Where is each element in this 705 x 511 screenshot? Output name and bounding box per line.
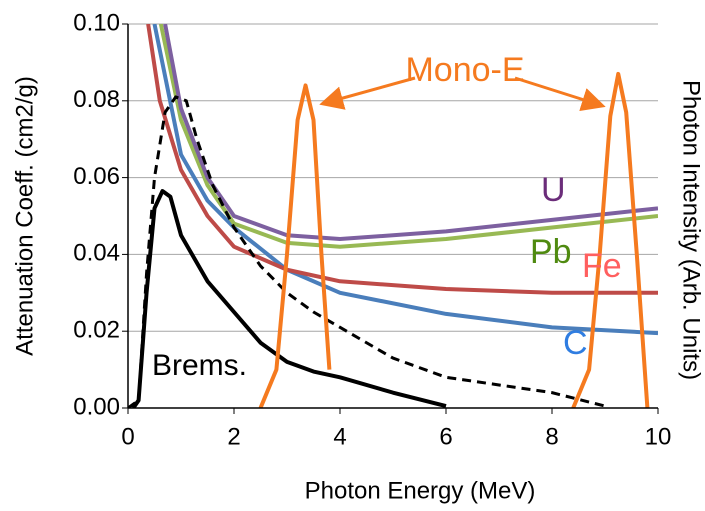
y-tick-label: 0.10 bbox=[73, 9, 120, 36]
y-axis-label: Attenuation Coeff. (cm2/g) bbox=[11, 76, 38, 356]
series-line bbox=[258, 71, 650, 408]
series-line bbox=[146, 24, 658, 295]
y-tick-label: 0.04 bbox=[73, 240, 120, 267]
x-tick-label: 2 bbox=[227, 423, 240, 450]
series-line bbox=[131, 189, 447, 408]
x-tick-label: 8 bbox=[545, 423, 558, 450]
y2-axis-label: Photon Intensity (Arb. Units) bbox=[678, 80, 705, 380]
x-axis-label: Photon Energy (MeV) bbox=[305, 477, 536, 504]
series-label: Brems. bbox=[152, 349, 247, 382]
y-tick-label: 0.00 bbox=[73, 393, 120, 420]
series-label: C bbox=[563, 324, 588, 362]
x-tick-label: 10 bbox=[645, 423, 672, 450]
y-tick-label: 0.02 bbox=[73, 317, 120, 344]
y-tick-label: 0.06 bbox=[73, 163, 120, 190]
y-tick-label: 0.08 bbox=[73, 86, 120, 113]
series-label: Mono-E bbox=[405, 51, 524, 89]
x-tick-label: 4 bbox=[333, 423, 346, 450]
arrow bbox=[319, 76, 416, 110]
series-label: U bbox=[541, 171, 566, 209]
series-label: Fe bbox=[582, 247, 622, 285]
series-line bbox=[128, 95, 606, 408]
x-tick-label: 0 bbox=[121, 423, 134, 450]
series-label: Pb bbox=[530, 233, 572, 271]
arrow bbox=[514, 76, 606, 111]
x-tick-label: 6 bbox=[439, 423, 452, 450]
